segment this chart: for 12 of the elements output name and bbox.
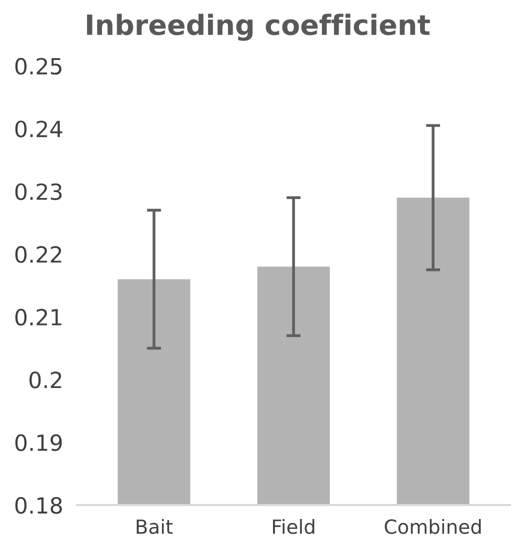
y-tick-label: 0.19 [15, 434, 62, 452]
y-tick-label: 0.21 [15, 308, 62, 326]
y-tick-label: 0.18 [15, 497, 62, 514]
x-tick-label: Bait [136, 518, 173, 534]
y-tick-label: 0.24 [15, 120, 62, 138]
x-tick-label: Combined [384, 518, 481, 534]
x-tick-label: Field [273, 518, 314, 534]
y-tick-label: 0.2 [29, 372, 62, 388]
y-tick-label: 0.25 [15, 58, 62, 75]
y-tick-label: 0.23 [15, 183, 62, 200]
y-tick-label: 0.22 [15, 246, 62, 263]
chart-title: Inbreeding coefficient [87, 14, 430, 41]
